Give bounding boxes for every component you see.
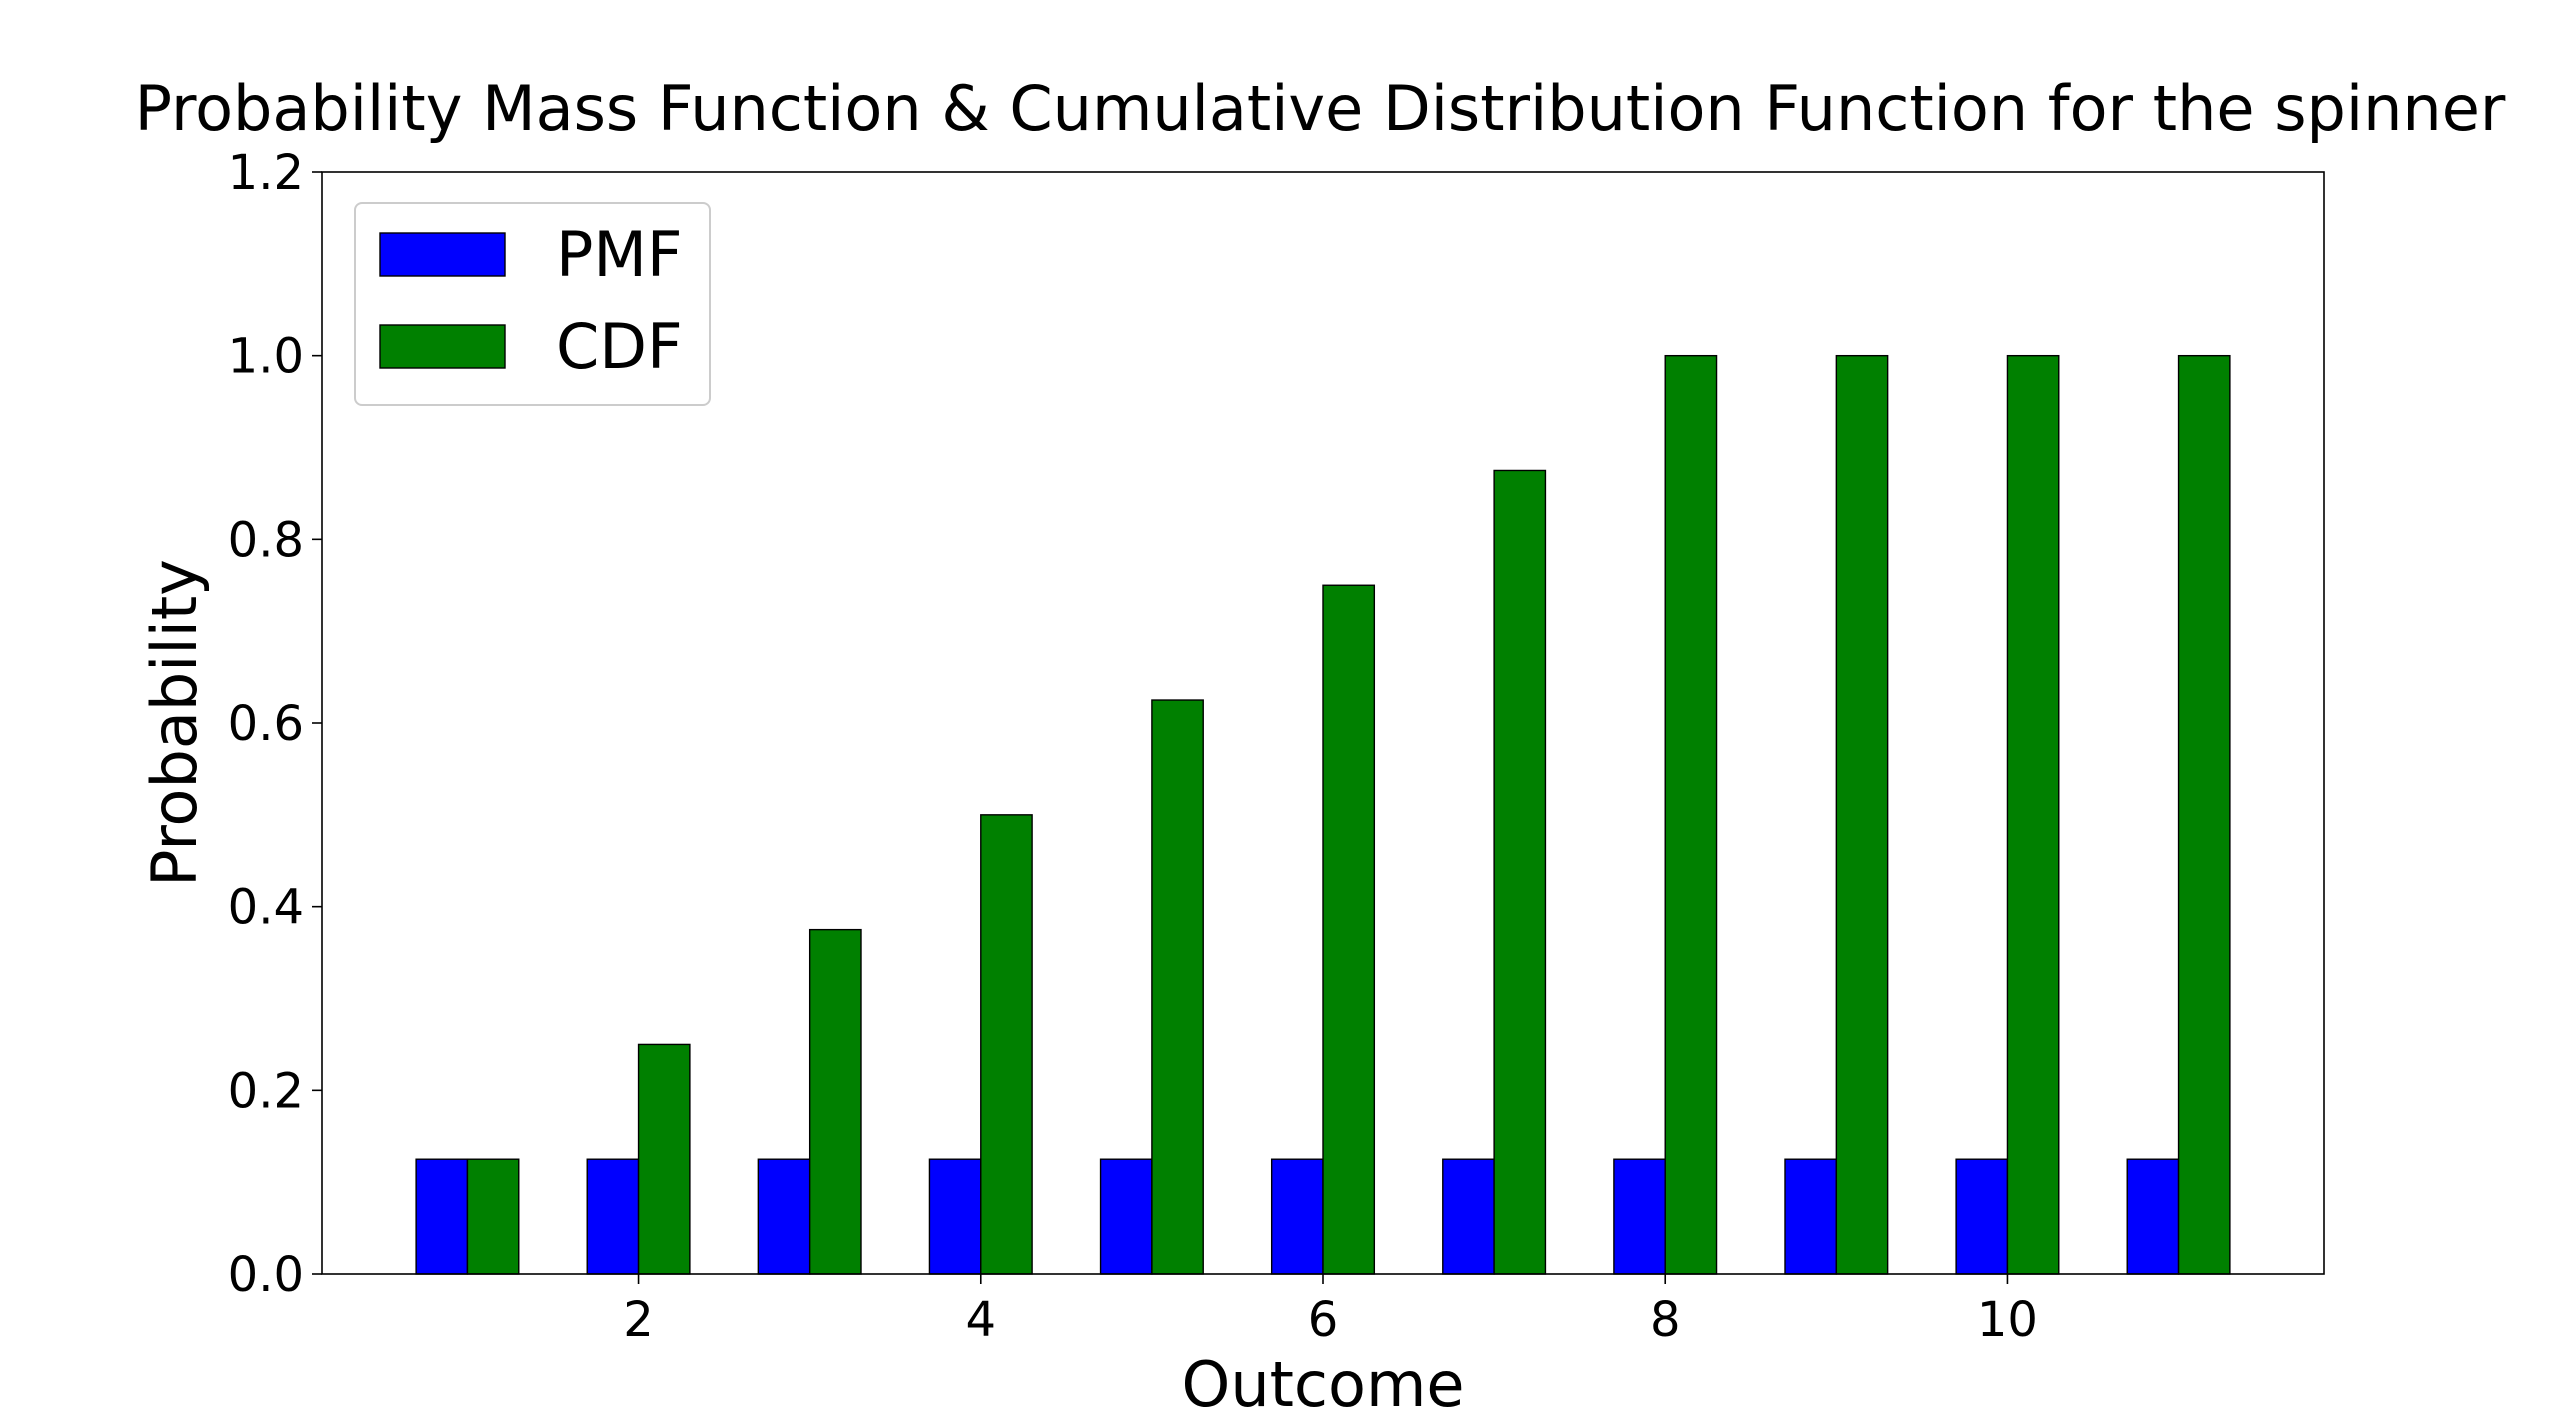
bar-cdf-2 <box>637 1043 691 1275</box>
bar-cdf-8 <box>1664 354 1718 1275</box>
bar-pmf-6 <box>1270 1158 1324 1275</box>
y-tick-label: 0.2 <box>228 1063 304 1119</box>
chart-title: Probability Mass Function & Cumulative D… <box>135 72 2506 145</box>
bars <box>415 354 2231 1275</box>
bar-cdf-4 <box>980 814 1033 1275</box>
bar-pmf-2 <box>586 1158 640 1275</box>
x-tick-label: 2 <box>623 1292 654 1348</box>
bar-cdf-7 <box>1493 469 1547 1275</box>
x-tick-label: 10 <box>1977 1292 2038 1348</box>
bar-pmf-4 <box>928 1158 982 1275</box>
bar-cdf-9 <box>1835 354 1889 1275</box>
y-tick-label: 0.8 <box>228 512 304 568</box>
x-tick-label: 4 <box>966 1292 997 1348</box>
bar-pmf-10 <box>1955 1158 2009 1275</box>
bar-pmf-11 <box>2126 1158 2180 1275</box>
y-tick-label: 1.0 <box>228 329 304 385</box>
y-tick-label: 0.4 <box>228 880 304 936</box>
bar-pmf-5 <box>1099 1158 1153 1275</box>
bar-pmf-7 <box>1442 1158 1495 1275</box>
legend: PMF CDF <box>354 202 711 406</box>
y-tick-label: 0.0 <box>228 1247 304 1303</box>
legend-swatch-pmf <box>379 232 506 277</box>
bar-pmf-8 <box>1613 1158 1666 1275</box>
bar-pmf-3 <box>757 1158 811 1275</box>
y-tick-label: 0.6 <box>228 696 304 752</box>
legend-label-cdf: CDF <box>556 310 683 383</box>
bar-cdf-3 <box>808 928 862 1275</box>
bar-cdf-10 <box>2006 354 2060 1275</box>
ticks: 2 4 6 8 10 0.0 0.2 0.4 0.6 0.8 1.0 1.2 <box>228 145 2038 1348</box>
bar-cdf-5 <box>1151 699 1204 1275</box>
x-tick-label: 8 <box>1650 1292 1681 1348</box>
y-tick-label: 1.2 <box>228 145 304 201</box>
bar-cdf-6 <box>1322 584 1376 1275</box>
plot-frame <box>321 171 2325 1275</box>
y-axis-label: Probability <box>138 559 211 887</box>
bar-cdf-1 <box>466 1158 520 1275</box>
legend-label-pmf: PMF <box>556 218 683 291</box>
bar-pmf-9 <box>1784 1158 1838 1275</box>
x-tick-label: 6 <box>1308 1292 1339 1348</box>
bar-cdf-11 <box>2177 354 2231 1275</box>
x-axis-label: Outcome <box>1182 1348 1465 1418</box>
legend-swatch-cdf <box>379 324 506 369</box>
bar-pmf-1 <box>415 1158 469 1275</box>
